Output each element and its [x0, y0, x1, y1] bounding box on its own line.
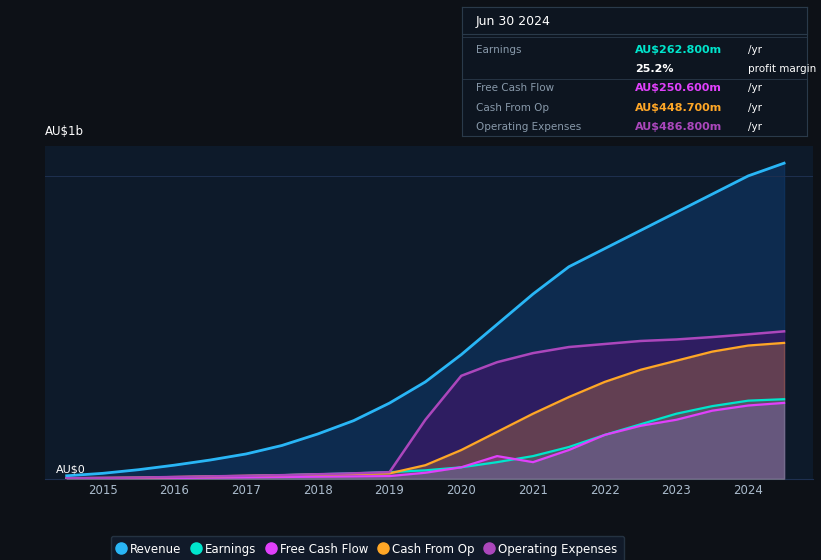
- Text: /yr: /yr: [749, 122, 763, 132]
- Text: AU$486.800m: AU$486.800m: [635, 122, 722, 132]
- Text: Revenue: Revenue: [476, 23, 521, 33]
- Text: profit margin: profit margin: [749, 64, 817, 74]
- Text: 25.2%: 25.2%: [635, 64, 673, 74]
- Text: Cash From Op: Cash From Op: [476, 102, 549, 113]
- Legend: Revenue, Earnings, Free Cash Flow, Cash From Op, Operating Expenses: Revenue, Earnings, Free Cash Flow, Cash …: [111, 536, 624, 560]
- Text: /yr: /yr: [749, 83, 763, 94]
- Text: Earnings: Earnings: [476, 45, 521, 55]
- Text: AU$0: AU$0: [56, 464, 85, 474]
- Text: AU$448.700m: AU$448.700m: [635, 102, 722, 113]
- Text: AU$262.800m: AU$262.800m: [635, 45, 722, 55]
- Text: /yr: /yr: [749, 102, 763, 113]
- Text: AU$1.042b: AU$1.042b: [635, 23, 703, 33]
- Text: AU$1b: AU$1b: [45, 125, 85, 138]
- Text: /yr: /yr: [749, 23, 763, 33]
- Text: Free Cash Flow: Free Cash Flow: [476, 83, 554, 94]
- Text: AU$250.600m: AU$250.600m: [635, 83, 722, 94]
- Text: Jun 30 2024: Jun 30 2024: [476, 15, 551, 28]
- Text: /yr: /yr: [749, 45, 763, 55]
- Text: Operating Expenses: Operating Expenses: [476, 122, 581, 132]
